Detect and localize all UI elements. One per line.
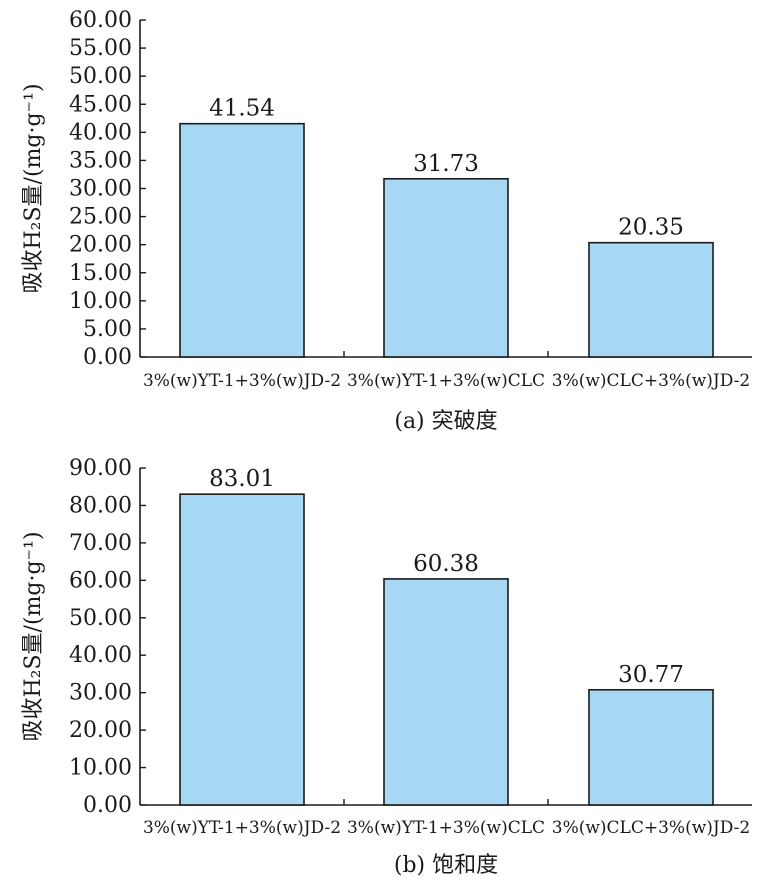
data-label: 60.38 <box>413 551 479 577</box>
x-tick-label: 3%(w)CLC+3%(w)JD-2 <box>552 371 750 391</box>
x-tick-label: 3%(w)YT-1+3%(w)CLC <box>347 371 545 391</box>
y-tick-label: 45.00 <box>69 92 132 117</box>
y-tick-label: 0.00 <box>83 345 132 370</box>
y-tick-label: 35.00 <box>69 148 132 173</box>
y-axis-label: 吸收H₂S量/(mg·g⁻¹) <box>21 531 46 741</box>
bar <box>588 241 714 358</box>
y-tick-label: 80.00 <box>69 493 132 518</box>
data-label: 30.77 <box>618 662 684 688</box>
y-tick-label: 0.00 <box>83 793 132 818</box>
data-label: 41.54 <box>209 96 275 122</box>
x-tick-label: 3%(w)CLC+3%(w)JD-2 <box>552 818 750 838</box>
chart-caption: (a) 突破度 <box>394 409 497 434</box>
y-tick-label: 15.00 <box>69 261 132 286</box>
y-tick-label: 60.00 <box>69 8 132 33</box>
chart-panel-a: 0.00 5.00 10.00 15.00 20.00 25.00 30.00 35.00 40… <box>21 8 752 434</box>
data-label: 83.01 <box>209 466 275 492</box>
x-tick-label: 3%(w)YT-1+3%(w)CLC <box>347 818 545 838</box>
y-tick-label: 40.00 <box>69 120 132 145</box>
x-tick-label: 3%(w)YT-1+3%(w)JD-2 <box>143 818 341 838</box>
bar <box>383 578 509 806</box>
y-tick-label: 90.00 <box>69 456 132 481</box>
y-tick-label: 55.00 <box>69 36 132 61</box>
y-tick-label: 60.00 <box>69 568 132 593</box>
y-tick-label: 50.00 <box>69 606 132 631</box>
y-tick-label: 50.00 <box>69 64 132 89</box>
y-tick-label: 10.00 <box>69 289 132 314</box>
data-label: 20.35 <box>618 215 684 241</box>
y-tick-label: 30.00 <box>69 681 132 706</box>
y-tick-label: 30.00 <box>69 177 132 202</box>
bar <box>588 688 714 806</box>
y-tick-label: 20.00 <box>69 718 132 743</box>
y-tick-label: 70.00 <box>69 531 132 556</box>
bar <box>179 122 305 358</box>
x-tick-label: 3%(w)YT-1+3%(w)JD-2 <box>143 371 341 391</box>
data-label: 31.73 <box>413 151 479 177</box>
chart-panel-b: 0.00 10.00 20.00 30.00 40.00 50.00 60.00 70.00 8… <box>21 456 752 878</box>
y-tick-label: 25.00 <box>69 205 132 230</box>
y-tick-label: 40.00 <box>69 643 132 668</box>
y-tick-label: 10.00 <box>69 756 132 781</box>
bar <box>179 493 305 806</box>
y-tick-label: 20.00 <box>69 233 132 258</box>
bar <box>383 177 509 358</box>
y-axis-label: 吸收H₂S量/(mg·g⁻¹) <box>21 83 46 293</box>
y-tick-label: 5.00 <box>83 317 132 342</box>
chart-caption: (b) 饱和度 <box>394 853 498 878</box>
